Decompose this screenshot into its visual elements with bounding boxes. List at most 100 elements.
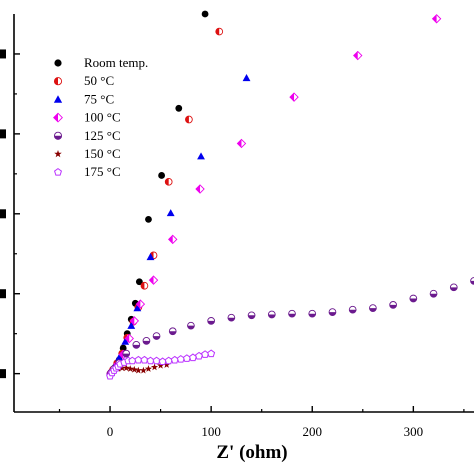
data-point [135, 299, 146, 309]
data-point [195, 184, 205, 194]
marker-fill-half [450, 287, 458, 291]
marker-fill-half [248, 315, 255, 319]
marker-shape [135, 278, 143, 286]
marker-fill-half [153, 336, 160, 340]
data-point [449, 283, 458, 292]
marker-fill-half [308, 313, 316, 318]
data-point [389, 301, 397, 309]
data-point [348, 305, 357, 314]
legend-label: 100 °C [84, 110, 121, 125]
data-point [148, 275, 159, 285]
legend-marker [54, 59, 62, 67]
data-point [122, 364, 130, 372]
marker-shape [54, 59, 62, 67]
data-point [124, 333, 134, 344]
legend-marker [53, 112, 63, 123]
data-point [126, 365, 134, 372]
data-point [201, 10, 209, 18]
x-tick-label: 0 [107, 424, 114, 439]
marker-fill-half [349, 309, 357, 314]
legend: Room temp. 50 °C 75 °C 100 °C 125 °C 150 °C 17… [53, 55, 148, 179]
data-point [176, 355, 185, 363]
data-point [197, 152, 205, 160]
marker-fill-half [168, 235, 173, 244]
marker-fill-half [187, 325, 195, 330]
marker-fill-half [289, 93, 295, 102]
legend-label: 125 °C [84, 128, 121, 143]
x-tick-label: 100 [201, 424, 221, 439]
marker-shape [242, 74, 251, 82]
x-axis-title: Z' (ohm) [216, 442, 287, 463]
marker-shape [145, 215, 152, 223]
marker-fill-half [165, 178, 169, 186]
marker-fill-half [430, 293, 437, 298]
marker-shape [127, 321, 136, 329]
data-point [431, 14, 442, 24]
marker-shape [121, 337, 130, 345]
marker-fill-half [53, 113, 58, 122]
marker-fill-half [169, 331, 177, 335]
marker-fill-half [141, 282, 145, 290]
data-point [119, 344, 127, 352]
data-point [470, 277, 474, 285]
marker-fill-half [149, 276, 154, 285]
data-point [267, 310, 276, 319]
marker-shape [157, 361, 165, 369]
marker-fill-half [125, 334, 130, 343]
marker-fill-half [185, 116, 189, 123]
marker-fill-half [119, 350, 124, 359]
data-point [145, 215, 152, 223]
marker-fill-half [215, 28, 220, 35]
data-point [201, 350, 210, 358]
marker-shape [164, 356, 173, 365]
marker-shape [119, 344, 127, 352]
data-point [207, 349, 216, 358]
marker-fill-half [54, 135, 62, 140]
marker-fill-half [54, 77, 58, 85]
data-point [328, 308, 337, 316]
marker-fill-half [353, 51, 358, 60]
x-tick-label: 300 [404, 424, 424, 439]
data-point [133, 304, 142, 312]
data-point [170, 355, 179, 364]
legend-marker [53, 95, 63, 103]
data-point [353, 50, 363, 61]
data-point [163, 361, 171, 368]
marker-fill-half [130, 316, 135, 325]
y-tick-label-clipped [0, 209, 6, 219]
marker-fill-half [132, 344, 140, 349]
marker-shape [134, 366, 142, 374]
marker-fill-half [288, 313, 296, 318]
data-point [152, 356, 161, 365]
marker-fill-half [195, 184, 201, 194]
data-point [242, 74, 251, 82]
data-point [175, 104, 183, 112]
data-point [115, 353, 124, 361]
marker-shape [53, 95, 63, 103]
marker-shape [144, 365, 153, 372]
marker-fill-half [432, 14, 437, 23]
marker-shape [182, 354, 191, 362]
marker-shape [207, 349, 216, 358]
legend-label: 75 °C [84, 91, 114, 106]
data-point [127, 321, 136, 329]
marker-shape [130, 365, 138, 373]
data-point [146, 253, 155, 261]
data-point [130, 365, 138, 373]
marker-shape [126, 365, 134, 372]
marker-shape [118, 364, 126, 372]
data-point [144, 365, 153, 372]
marker-fill-half [389, 304, 397, 309]
marker-shape [163, 361, 171, 368]
marker-fill-half [409, 298, 417, 302]
marker-fill-half [237, 139, 242, 148]
marker-fill-half [470, 280, 474, 285]
marker-shape [140, 355, 149, 364]
marker-fill-half [122, 353, 130, 358]
y-tick-label-clipped [0, 289, 6, 299]
data-marks [106, 10, 474, 380]
data-point [369, 304, 377, 312]
data-point [121, 337, 130, 345]
